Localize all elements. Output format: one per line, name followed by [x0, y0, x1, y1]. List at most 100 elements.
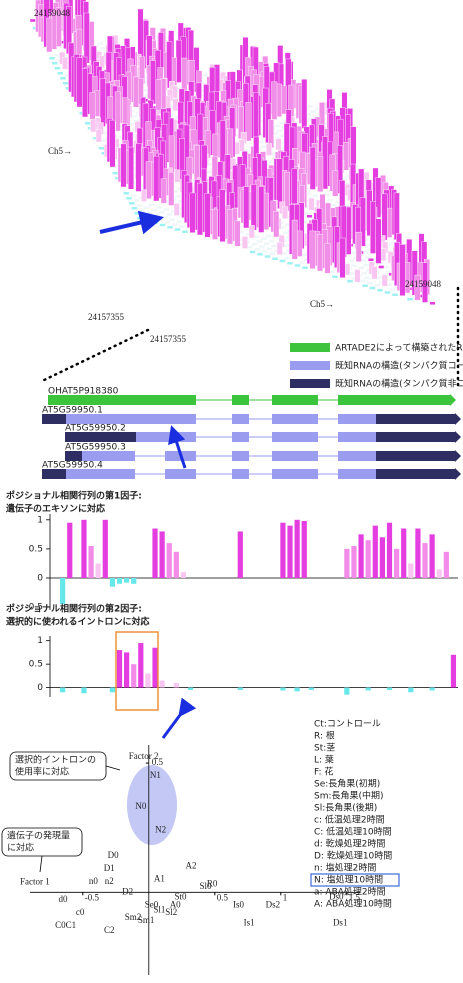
- point-label: A0: [170, 899, 181, 909]
- exon: [66, 414, 196, 424]
- matrix-bar: [62, 56, 68, 70]
- bar: [145, 673, 151, 688]
- point-label: N0: [135, 801, 146, 811]
- matrix-cell: [260, 145, 267, 148]
- matrix-bar: [422, 262, 428, 303]
- matrix-cell: [85, 122, 91, 125]
- matrix-cell: [302, 220, 308, 223]
- y-tick-label: 1: [37, 515, 43, 525]
- key-entry: d: 乾燥処理2時間: [314, 838, 385, 850]
- matrix-bar: [219, 189, 226, 242]
- bar: [415, 528, 421, 578]
- matrix-cell: [98, 147, 105, 150]
- point-label: Sl2: [165, 907, 177, 917]
- key-entry: C: 低温処理10時間: [314, 826, 392, 838]
- point-label: N2: [155, 824, 166, 834]
- matrix-cell: [279, 134, 286, 137]
- matrix-cell: [95, 50, 101, 53]
- y-axis-label: Factor 2: [129, 751, 159, 761]
- matrix-bar: [46, 17, 53, 53]
- y-tick-label: -0.5: [25, 603, 43, 613]
- point-label: D2: [122, 886, 133, 896]
- exon: [338, 414, 376, 424]
- matrix-bar: [76, 57, 83, 108]
- matrix-cell: [202, 73, 208, 77]
- matrix-cell: [301, 253, 307, 257]
- matrix-cell: [310, 110, 316, 113]
- bar: [124, 652, 130, 688]
- matrix-cell: [249, 250, 256, 254]
- matrix-bar: [150, 60, 156, 105]
- y-tick-label: 0: [37, 574, 43, 584]
- matrix-cell: [364, 276, 370, 280]
- matrix-bar: [234, 220, 241, 247]
- matrix-cell: [142, 214, 148, 217]
- matrix-label: Ch5→: [48, 146, 72, 156]
- matrix-cell: [272, 257, 278, 260]
- bar: [294, 519, 300, 578]
- bar: [365, 540, 371, 578]
- point-label: Ds2: [266, 899, 281, 909]
- matrix-bar: [137, 8, 144, 59]
- exon: [376, 469, 455, 479]
- matrix-bar: [155, 79, 162, 115]
- matrix-cell: [386, 283, 393, 286]
- matrix-cell: [146, 211, 153, 214]
- matrix-bar: [82, 68, 88, 118]
- matrix-cell: [200, 81, 206, 84]
- matrix-bar: [114, 91, 121, 132]
- matrix-cell: [100, 47, 106, 50]
- matrix-cell: [54, 67, 61, 70]
- bar: [401, 528, 407, 578]
- point-label: Sm1: [138, 915, 155, 925]
- matrix-cell: [308, 118, 314, 121]
- matrix-bar: [371, 266, 378, 280]
- matrix-cell: [259, 120, 265, 123]
- matrix-bar: [219, 120, 226, 163]
- key-entry: L: 葉: [314, 754, 334, 766]
- matrix-cell: [144, 206, 150, 209]
- exon: [232, 414, 249, 424]
- matrix-cell: [172, 223, 178, 226]
- matrix-label: 24159048: [34, 8, 71, 18]
- matrix-cell: [269, 160, 275, 163]
- matrix-bar: [29, 18, 36, 23]
- exon: [272, 395, 318, 405]
- matrix-bar: [324, 243, 331, 274]
- bar: [280, 687, 286, 691]
- matrix-cell: [271, 244, 277, 248]
- matrix-cell: [277, 129, 283, 132]
- bar: [344, 687, 350, 695]
- matrix-bar: [109, 119, 116, 168]
- exon: [338, 469, 376, 479]
- matrix-cell: [315, 107, 321, 110]
- matrix-cell: [389, 242, 395, 245]
- bar: [88, 546, 94, 578]
- matrix-cell: [374, 284, 380, 287]
- track-label: AT5G59950.3: [65, 443, 126, 453]
- key-entry: R: 根: [314, 730, 335, 742]
- annotation-arrow: [105, 765, 121, 771]
- key-highlight: [310, 873, 400, 887]
- matrix-cell: [131, 115, 137, 118]
- matrix-bar: [375, 218, 382, 264]
- point-label: N1: [150, 770, 161, 780]
- matrix-cell: [389, 288, 395, 291]
- matrix-cell: [178, 200, 184, 203]
- x-tick-label: 1: [283, 892, 288, 902]
- matrix-bar: [253, 92, 259, 144]
- matrix-cell: [294, 264, 301, 267]
- point-label: Sm2: [125, 912, 142, 922]
- matrix-bar: [245, 102, 252, 142]
- matrix-cell: [364, 243, 371, 246]
- matrix-cell: [348, 259, 354, 262]
- bar: [81, 687, 87, 694]
- matrix-cell: [258, 140, 264, 143]
- matrix-label: 24159048: [405, 279, 442, 289]
- matrix-bar: [381, 193, 388, 241]
- matrix-cell: [182, 230, 188, 233]
- key-entry: D: 乾燥処理10時間: [314, 850, 392, 862]
- matrix-cell: [342, 203, 349, 206]
- matrix-cell: [287, 262, 293, 265]
- matrix-cell: [377, 289, 383, 292]
